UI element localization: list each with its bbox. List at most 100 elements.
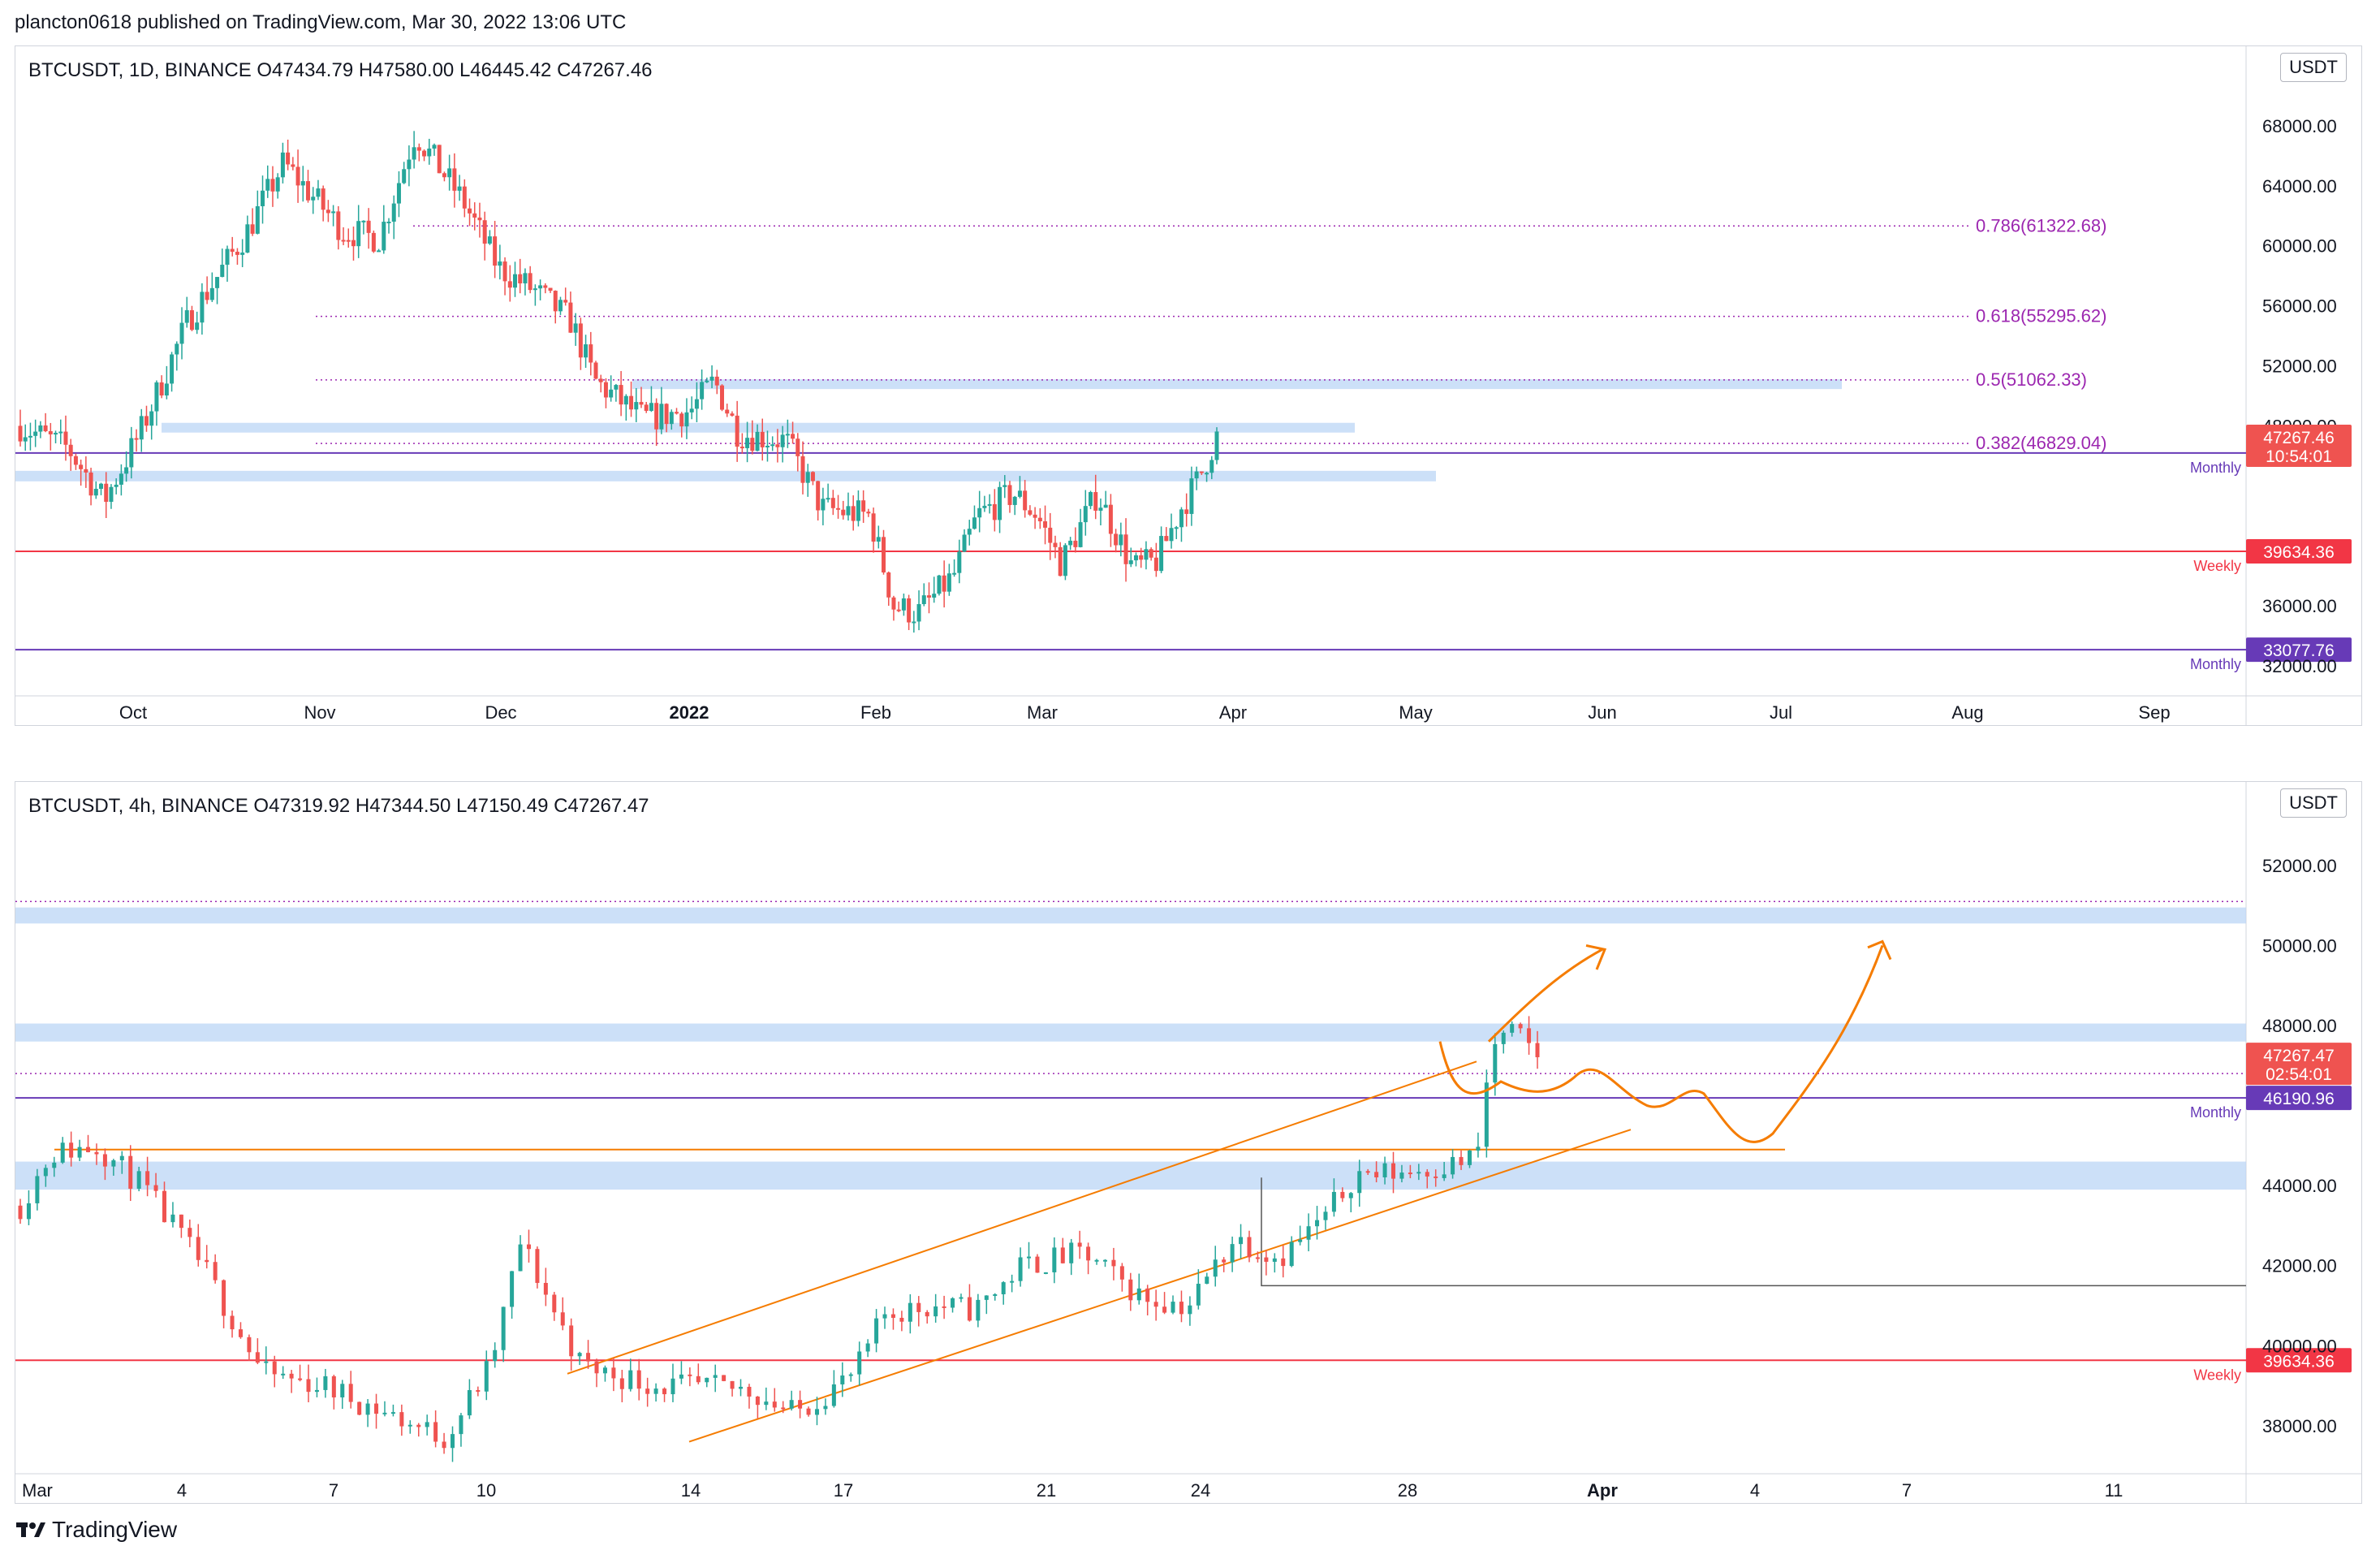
daily-candle-body — [235, 252, 239, 255]
4h-candle-body — [560, 1312, 565, 1326]
daily-candle-body — [306, 181, 311, 201]
daily-currency-button[interactable]: USDT — [2280, 53, 2347, 82]
daily-candle-body — [654, 403, 659, 430]
daily-candle-body — [1068, 540, 1073, 546]
4h-candle-body — [407, 1424, 412, 1427]
4h-candle — [1357, 1160, 1362, 1207]
4h-candle-body — [1467, 1150, 1472, 1165]
4h-candle — [984, 1295, 989, 1315]
daily-candle-body — [846, 506, 851, 516]
4h-candle-body — [993, 1293, 998, 1296]
4h-sr-zone — [15, 907, 2246, 924]
daily-candle-body — [43, 425, 48, 432]
daily-candle — [230, 236, 235, 257]
4h-x-tick: 7 — [329, 1480, 338, 1501]
daily-candle — [532, 284, 537, 306]
daily-candle-body — [1114, 533, 1119, 546]
daily-candle-body — [99, 483, 104, 490]
4h-candle — [1289, 1236, 1294, 1267]
daily-candle-body — [998, 486, 1002, 520]
daily-candle — [1068, 537, 1073, 551]
daily-candle — [952, 559, 957, 577]
daily-candle-body — [714, 376, 719, 386]
daily-candle-body — [250, 224, 255, 234]
daily-price-badge: 33077.76 — [2263, 641, 2335, 660]
4h-candle — [705, 1377, 709, 1388]
4h-candle-body — [467, 1390, 472, 1416]
daily-candle-body — [568, 302, 573, 333]
daily-candle — [926, 582, 931, 614]
4h-currency-button[interactable]: USDT — [2280, 788, 2347, 818]
4h-candle-body — [535, 1249, 540, 1283]
daily-candle — [1078, 508, 1083, 548]
4h-sr-zone — [15, 1161, 2246, 1190]
tradingview-logo[interactable]: TradingView — [16, 1517, 177, 1543]
daily-chart-pane[interactable]: 0.786(61322.68) 0.618(55295.62) 0.5(51062.… — [15, 45, 2362, 726]
daily-candle-body — [437, 145, 442, 174]
daily-candle — [891, 595, 896, 621]
daily-candle — [341, 227, 346, 245]
daily-candle — [422, 149, 427, 162]
daily-candle-body — [1179, 509, 1184, 528]
daily-candle — [225, 245, 230, 282]
daily-chart-svg[interactable]: 0.786(61322.68) 0.618(55295.62) 0.5(51062.… — [15, 46, 2361, 725]
4h-candle-body — [1035, 1256, 1040, 1273]
daily-candle — [402, 162, 407, 184]
4h-chart-pane[interactable]: Monthly 46190.96 Weekly 39634.36 52000.00 500… — [15, 781, 2362, 1504]
daily-candle — [184, 296, 189, 328]
4h-candle — [882, 1306, 887, 1329]
daily-candle — [336, 205, 341, 250]
daily-candle-body — [295, 166, 300, 186]
daily-candle — [99, 482, 104, 495]
4h-candle — [1119, 1263, 1124, 1292]
4h-candle — [119, 1151, 124, 1174]
4h-candle — [35, 1168, 40, 1211]
4h-candle-body — [874, 1318, 879, 1344]
daily-candle-body — [1108, 504, 1113, 534]
daily-candle-body — [739, 447, 744, 449]
daily-candle — [326, 200, 330, 222]
daily-candle — [502, 257, 507, 296]
4h-candle-body — [1374, 1172, 1379, 1177]
4h-candle-body — [1357, 1171, 1362, 1194]
daily-candle-body — [114, 484, 119, 487]
4h-candle — [1535, 1030, 1540, 1069]
4h-chart-svg[interactable]: Monthly 46190.96 Weekly 39634.36 52000.00 500… — [15, 782, 2361, 1503]
daily-candle-body — [119, 473, 123, 485]
4h-candle — [1476, 1132, 1481, 1158]
4h-candle — [399, 1404, 404, 1436]
daily-candle — [286, 139, 291, 171]
daily-candle — [528, 266, 532, 294]
daily-candle-body — [1139, 555, 1144, 560]
daily-candle-body — [619, 385, 623, 405]
daily-candle-body — [760, 431, 765, 447]
4h-candle-body — [1315, 1220, 1320, 1227]
daily-symbol: BTCUSDT, 1D, BINANCE — [28, 59, 252, 81]
daily-candle — [119, 464, 123, 496]
4h-candle — [1451, 1149, 1455, 1179]
4h-candle-body — [840, 1375, 845, 1384]
daily-candle-body — [1119, 534, 1123, 546]
daily-candle-body — [195, 322, 200, 330]
daily-candle-body — [200, 292, 205, 323]
daily-candle — [725, 404, 730, 417]
4h-candle — [467, 1379, 472, 1419]
4h-candle-body — [390, 1412, 395, 1414]
daily-candle-body — [1209, 460, 1214, 473]
4h-candle-body — [1027, 1256, 1032, 1259]
4h-candle-body — [1476, 1147, 1481, 1151]
4h-candle-body — [645, 1388, 650, 1394]
daily-candle-body — [1149, 549, 1153, 558]
daily-candle-body — [775, 444, 780, 447]
daily-candle-body — [946, 573, 951, 592]
4h-candle-body — [670, 1378, 675, 1395]
4h-candle — [1459, 1150, 1464, 1170]
daily-candle — [154, 380, 159, 426]
daily-candle-body — [1053, 542, 1058, 547]
4h-candle — [1399, 1164, 1404, 1183]
4h-candle-body — [823, 1406, 828, 1410]
daily-candle-body — [472, 213, 477, 218]
4h-candle — [890, 1308, 895, 1330]
daily-candle — [1007, 481, 1012, 513]
4h-candle — [1306, 1213, 1311, 1252]
